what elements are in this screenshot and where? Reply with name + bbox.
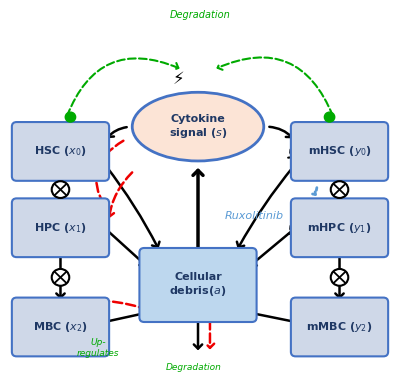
FancyBboxPatch shape <box>291 198 388 257</box>
FancyBboxPatch shape <box>12 198 109 257</box>
FancyBboxPatch shape <box>12 122 109 181</box>
Text: Cellular
debris($a$): Cellular debris($a$) <box>169 272 227 298</box>
Text: mMBC ($y_2$): mMBC ($y_2$) <box>306 320 373 334</box>
Circle shape <box>331 269 348 286</box>
Circle shape <box>52 181 69 198</box>
Text: Cytokine
signal ($s$): Cytokine signal ($s$) <box>169 114 227 140</box>
Circle shape <box>324 112 335 122</box>
Circle shape <box>65 112 76 122</box>
Circle shape <box>52 269 69 286</box>
Text: Degradation: Degradation <box>170 10 230 20</box>
Circle shape <box>331 181 348 198</box>
FancyBboxPatch shape <box>140 248 257 322</box>
FancyBboxPatch shape <box>12 298 109 356</box>
FancyBboxPatch shape <box>291 298 388 356</box>
Text: MBC ($x_2$): MBC ($x_2$) <box>33 320 88 334</box>
Text: Up-
regulates: Up- regulates <box>77 339 120 358</box>
FancyBboxPatch shape <box>291 122 388 181</box>
Text: mHPC ($y_1$): mHPC ($y_1$) <box>308 221 372 235</box>
Text: Ruxolitinib: Ruxolitinib <box>224 211 283 221</box>
Text: mHSC ($y_0$): mHSC ($y_0$) <box>308 144 372 159</box>
Text: HPC ($x_1$): HPC ($x_1$) <box>34 221 87 235</box>
Text: Degradation: Degradation <box>166 363 222 372</box>
Text: ⚡: ⚡ <box>172 70 184 88</box>
Text: HSC ($x_0$): HSC ($x_0$) <box>34 144 87 159</box>
Ellipse shape <box>132 92 264 161</box>
